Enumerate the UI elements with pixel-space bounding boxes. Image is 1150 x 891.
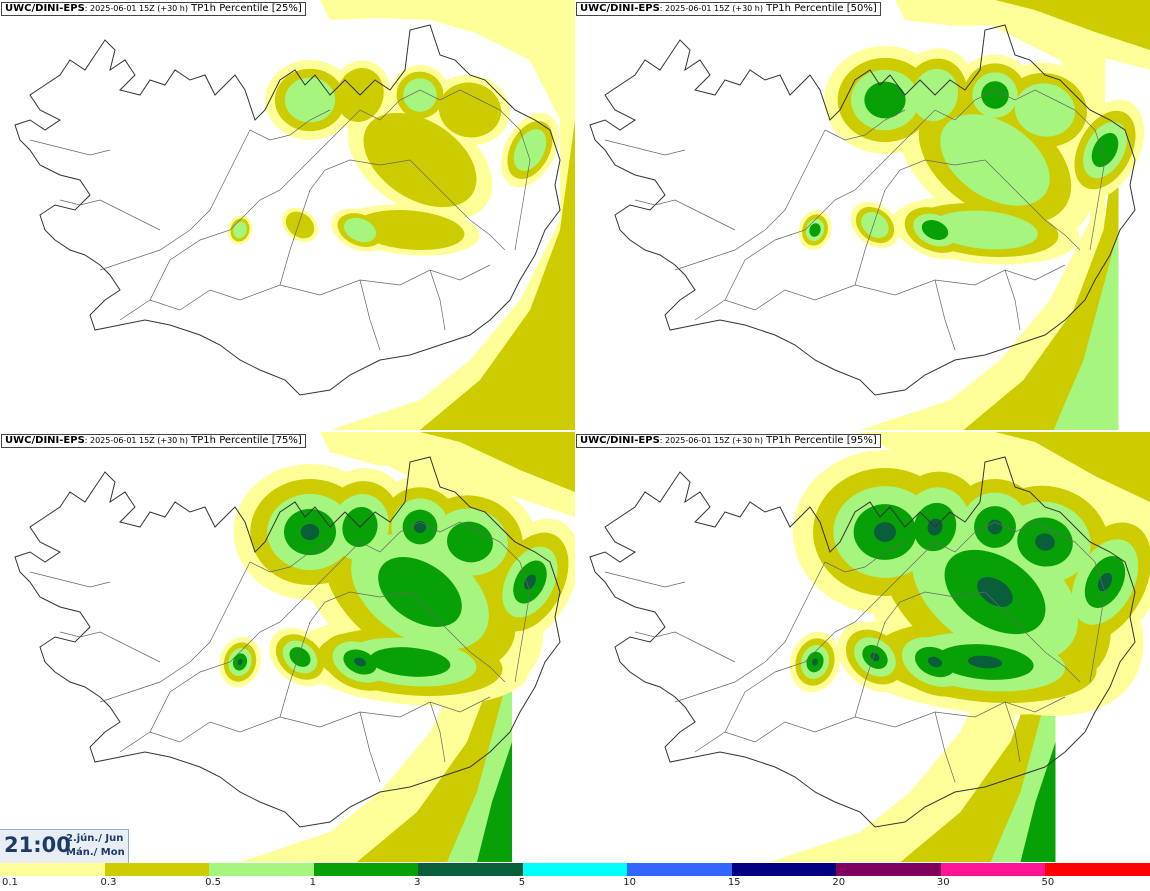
roads bbox=[604, 89, 1106, 351]
legend-swatch bbox=[104, 863, 211, 876]
legend-tick-label: 10 bbox=[623, 877, 636, 888]
panel-field: TP1h Percentile [25%] bbox=[191, 3, 302, 14]
coastline bbox=[589, 24, 1136, 396]
panel-field: TP1h Percentile [50%] bbox=[766, 3, 877, 14]
panel-title: UWC/DINI-EPS: 2025-06-01 15Z (+30 h) TP1… bbox=[576, 434, 881, 448]
legend-swatch bbox=[627, 863, 733, 876]
legend-tick-label: 1 bbox=[309, 877, 316, 888]
roads bbox=[29, 89, 531, 351]
legend-tick-label: 0.3 bbox=[100, 877, 117, 888]
legend-swatch bbox=[1045, 863, 1150, 876]
panel-model: UWC/DINI-EPS bbox=[580, 3, 660, 14]
valid-time: 21:00 bbox=[4, 833, 71, 857]
legend-tick-label: 0.1 bbox=[2, 877, 18, 888]
panel-model: UWC/DINI-EPS bbox=[5, 435, 85, 446]
legend-swatch bbox=[313, 863, 420, 876]
panel-model: UWC/DINI-EPS bbox=[580, 435, 660, 446]
map-panel-3: UWC/DINI-EPS: 2025-06-01 15Z (+30 h) TP1… bbox=[0, 432, 575, 862]
panel-field: TP1h Percentile [95%] bbox=[766, 435, 877, 446]
panel-field: TP1h Percentile [75%] bbox=[191, 435, 302, 446]
legend-tick-label: 3 bbox=[414, 877, 421, 888]
legend-tick-label: 5 bbox=[518, 877, 526, 888]
legend-swatch bbox=[731, 863, 838, 876]
map-panel-2: UWC/DINI-EPS: 2025-06-01 15Z (+30 h) TP1… bbox=[575, 0, 1150, 430]
panel-run: : 2025-06-01 15Z (+30 h) bbox=[84, 4, 188, 13]
coastline bbox=[14, 456, 561, 828]
legend-tick-label: 20 bbox=[832, 877, 846, 888]
coastline bbox=[14, 24, 561, 396]
precipitation-map bbox=[589, 0, 1150, 430]
precipitation-map bbox=[589, 432, 1150, 862]
panel-title: UWC/DINI-EPS: 2025-06-01 15Z (+30 h) TP1… bbox=[576, 2, 881, 16]
legend-tick-label: 30 bbox=[936, 877, 950, 888]
panel-run: : 2025-06-01 15Z (+30 h) bbox=[659, 4, 763, 13]
legend-swatch bbox=[522, 863, 629, 876]
panel-run: : 2025-06-01 15Z (+30 h) bbox=[659, 436, 763, 445]
legend-swatch bbox=[836, 863, 942, 876]
legend-tick-label: 50 bbox=[1041, 877, 1055, 888]
precipitation-legend: 0.1 0.3 0.5 1 3 5 10 15 20 30 50 bbox=[0, 863, 1150, 891]
legend-swatch bbox=[209, 863, 315, 876]
panel-title: UWC/DINI-EPS: 2025-06-01 15Z (+30 h) TP1… bbox=[1, 434, 306, 448]
legend-tick-label: 0.5 bbox=[205, 877, 221, 888]
precip-field bbox=[798, 0, 1150, 430]
legend-swatch bbox=[418, 863, 524, 876]
panel-model: UWC/DINI-EPS bbox=[5, 3, 85, 14]
roads bbox=[29, 521, 531, 783]
precip-field bbox=[219, 432, 575, 862]
map-panel-1: UWC/DINI-EPS: 2025-06-01 15Z (+30 h) TP1… bbox=[0, 0, 575, 430]
coastline bbox=[589, 456, 1136, 828]
map-panel-4: UWC/DINI-EPS: 2025-06-01 15Z (+30 h) TP1… bbox=[575, 432, 1150, 862]
valid-time-box: 21:00 2.jún./ Jun Mán./ Mon bbox=[0, 829, 129, 863]
legend-swatch bbox=[940, 863, 1047, 876]
valid-weekday: Mán./ Mon bbox=[66, 847, 125, 858]
panel-title: UWC/DINI-EPS: 2025-06-01 15Z (+30 h) TP1… bbox=[1, 2, 306, 16]
precipitation-map bbox=[14, 432, 575, 862]
valid-date: 2.jún./ Jun bbox=[66, 833, 124, 844]
roads bbox=[604, 521, 1106, 783]
legend-swatch bbox=[0, 863, 106, 876]
legend-tick-label: 15 bbox=[727, 877, 741, 888]
precip-field bbox=[227, 0, 575, 430]
panel-run: : 2025-06-01 15Z (+30 h) bbox=[84, 436, 188, 445]
precipitation-map bbox=[14, 0, 575, 430]
